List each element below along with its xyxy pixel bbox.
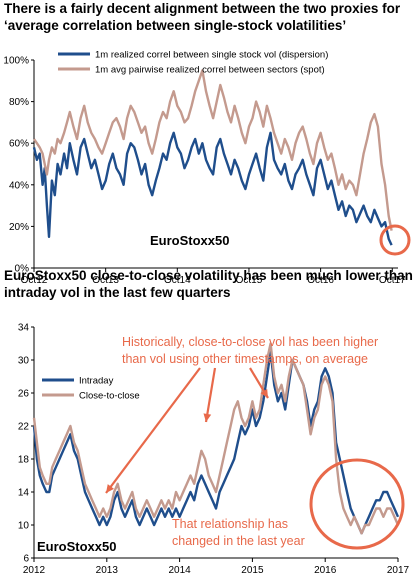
- chart2-y-tick-label: 14: [18, 488, 30, 499]
- chart2-x-tick-label: 2014: [168, 565, 191, 576]
- chart2-annotation-2-line1: That relationship has: [172, 517, 288, 531]
- chart2-arrow-1-head: [106, 484, 114, 493]
- chart2-x-tick-label: 2016: [314, 565, 337, 576]
- chart2-y-tick-label: 10: [18, 521, 30, 532]
- chart2-legend-label-1: Close-to-close: [79, 391, 140, 402]
- chart1-highlight-circle: [379, 224, 411, 256]
- chart1-y-tick-label: 0%: [15, 264, 30, 275]
- chart2-y-tick-label: 22: [18, 422, 30, 433]
- chart1-series-1-line: [33, 69, 393, 231]
- chart2-arrow-3-head: [260, 389, 268, 398]
- chart2-series-0-line: [32, 350, 400, 535]
- chart2-y-tick-label: 18: [18, 455, 30, 466]
- chart1-y-tick-label: 80%: [9, 97, 29, 108]
- chart2-arrow-1: [105, 367, 201, 494]
- chart2-arrow-3: [249, 367, 269, 399]
- chart2-y-tick-label: 26: [18, 389, 30, 400]
- chart2-x-tick-label: 2013: [96, 565, 119, 576]
- chart2-y-tick-label: 34: [18, 323, 30, 334]
- chart2-y-tick-label: 30: [18, 356, 30, 367]
- chart1-x-tick-label: Oct14: [164, 275, 191, 286]
- chart1-x-tick-label: Oct16: [307, 275, 334, 286]
- chart1-x-tick-label: Oct17: [379, 275, 406, 286]
- chart1-watermark: EuroStoxx50: [150, 233, 229, 248]
- chart2-annotation-1-line2: than vol using other timestamps, on aver…: [122, 352, 368, 366]
- chart2-x-tick-label: 2015: [241, 565, 264, 576]
- chart2-annotation-2-line2: changed in the last year: [172, 534, 305, 548]
- chart1-svg: 0% 20% 40% 60% 80% 100% Oct12 Oct13 Oct14 Oct15 Oc…: [3, 50, 411, 286]
- chart1-x-tick-label: Oct15: [236, 275, 263, 286]
- chart2-x-tick-label: 2017: [387, 565, 410, 576]
- chart1-x-tick-label: Oct13: [92, 275, 119, 286]
- chart1-title: There is a fairly decent alignment betwe…: [4, 1, 401, 33]
- chart2-x-tick-label: 2012: [23, 565, 46, 576]
- chart1-y-tick-label: 20%: [9, 222, 29, 233]
- chart1-legend-label-0: 1m realized correl between single stock …: [95, 50, 328, 61]
- chart1-series-0-line: [32, 131, 393, 246]
- chart2-y-tick-label: 6: [23, 554, 29, 565]
- chart2-legend-label-0: Intraday: [79, 376, 114, 387]
- chart2-series-1-line: [32, 342, 400, 535]
- chart1-y-tick-label: 60%: [9, 139, 29, 150]
- chart2-watermark: EuroStoxx50: [37, 539, 116, 554]
- chart2-arrow-2-head: [203, 413, 212, 422]
- chart1-legend-label-1: 1m avg pairwise realized correl between …: [95, 65, 325, 76]
- chart2-arrow-2: [204, 367, 217, 423]
- chart2-annotation-1-line1: Historically, close-to-close vol has bee…: [122, 335, 378, 349]
- chart1-y-tick-label: 100%: [3, 56, 29, 67]
- chart1-x-tick-label: Oct12: [21, 275, 48, 286]
- chart2-title: EuroStoxx50 close-to-close volatility ha…: [4, 268, 413, 300]
- chart1-y-tick-label: 40%: [9, 180, 29, 191]
- chart2-highlight-circle: [309, 458, 405, 550]
